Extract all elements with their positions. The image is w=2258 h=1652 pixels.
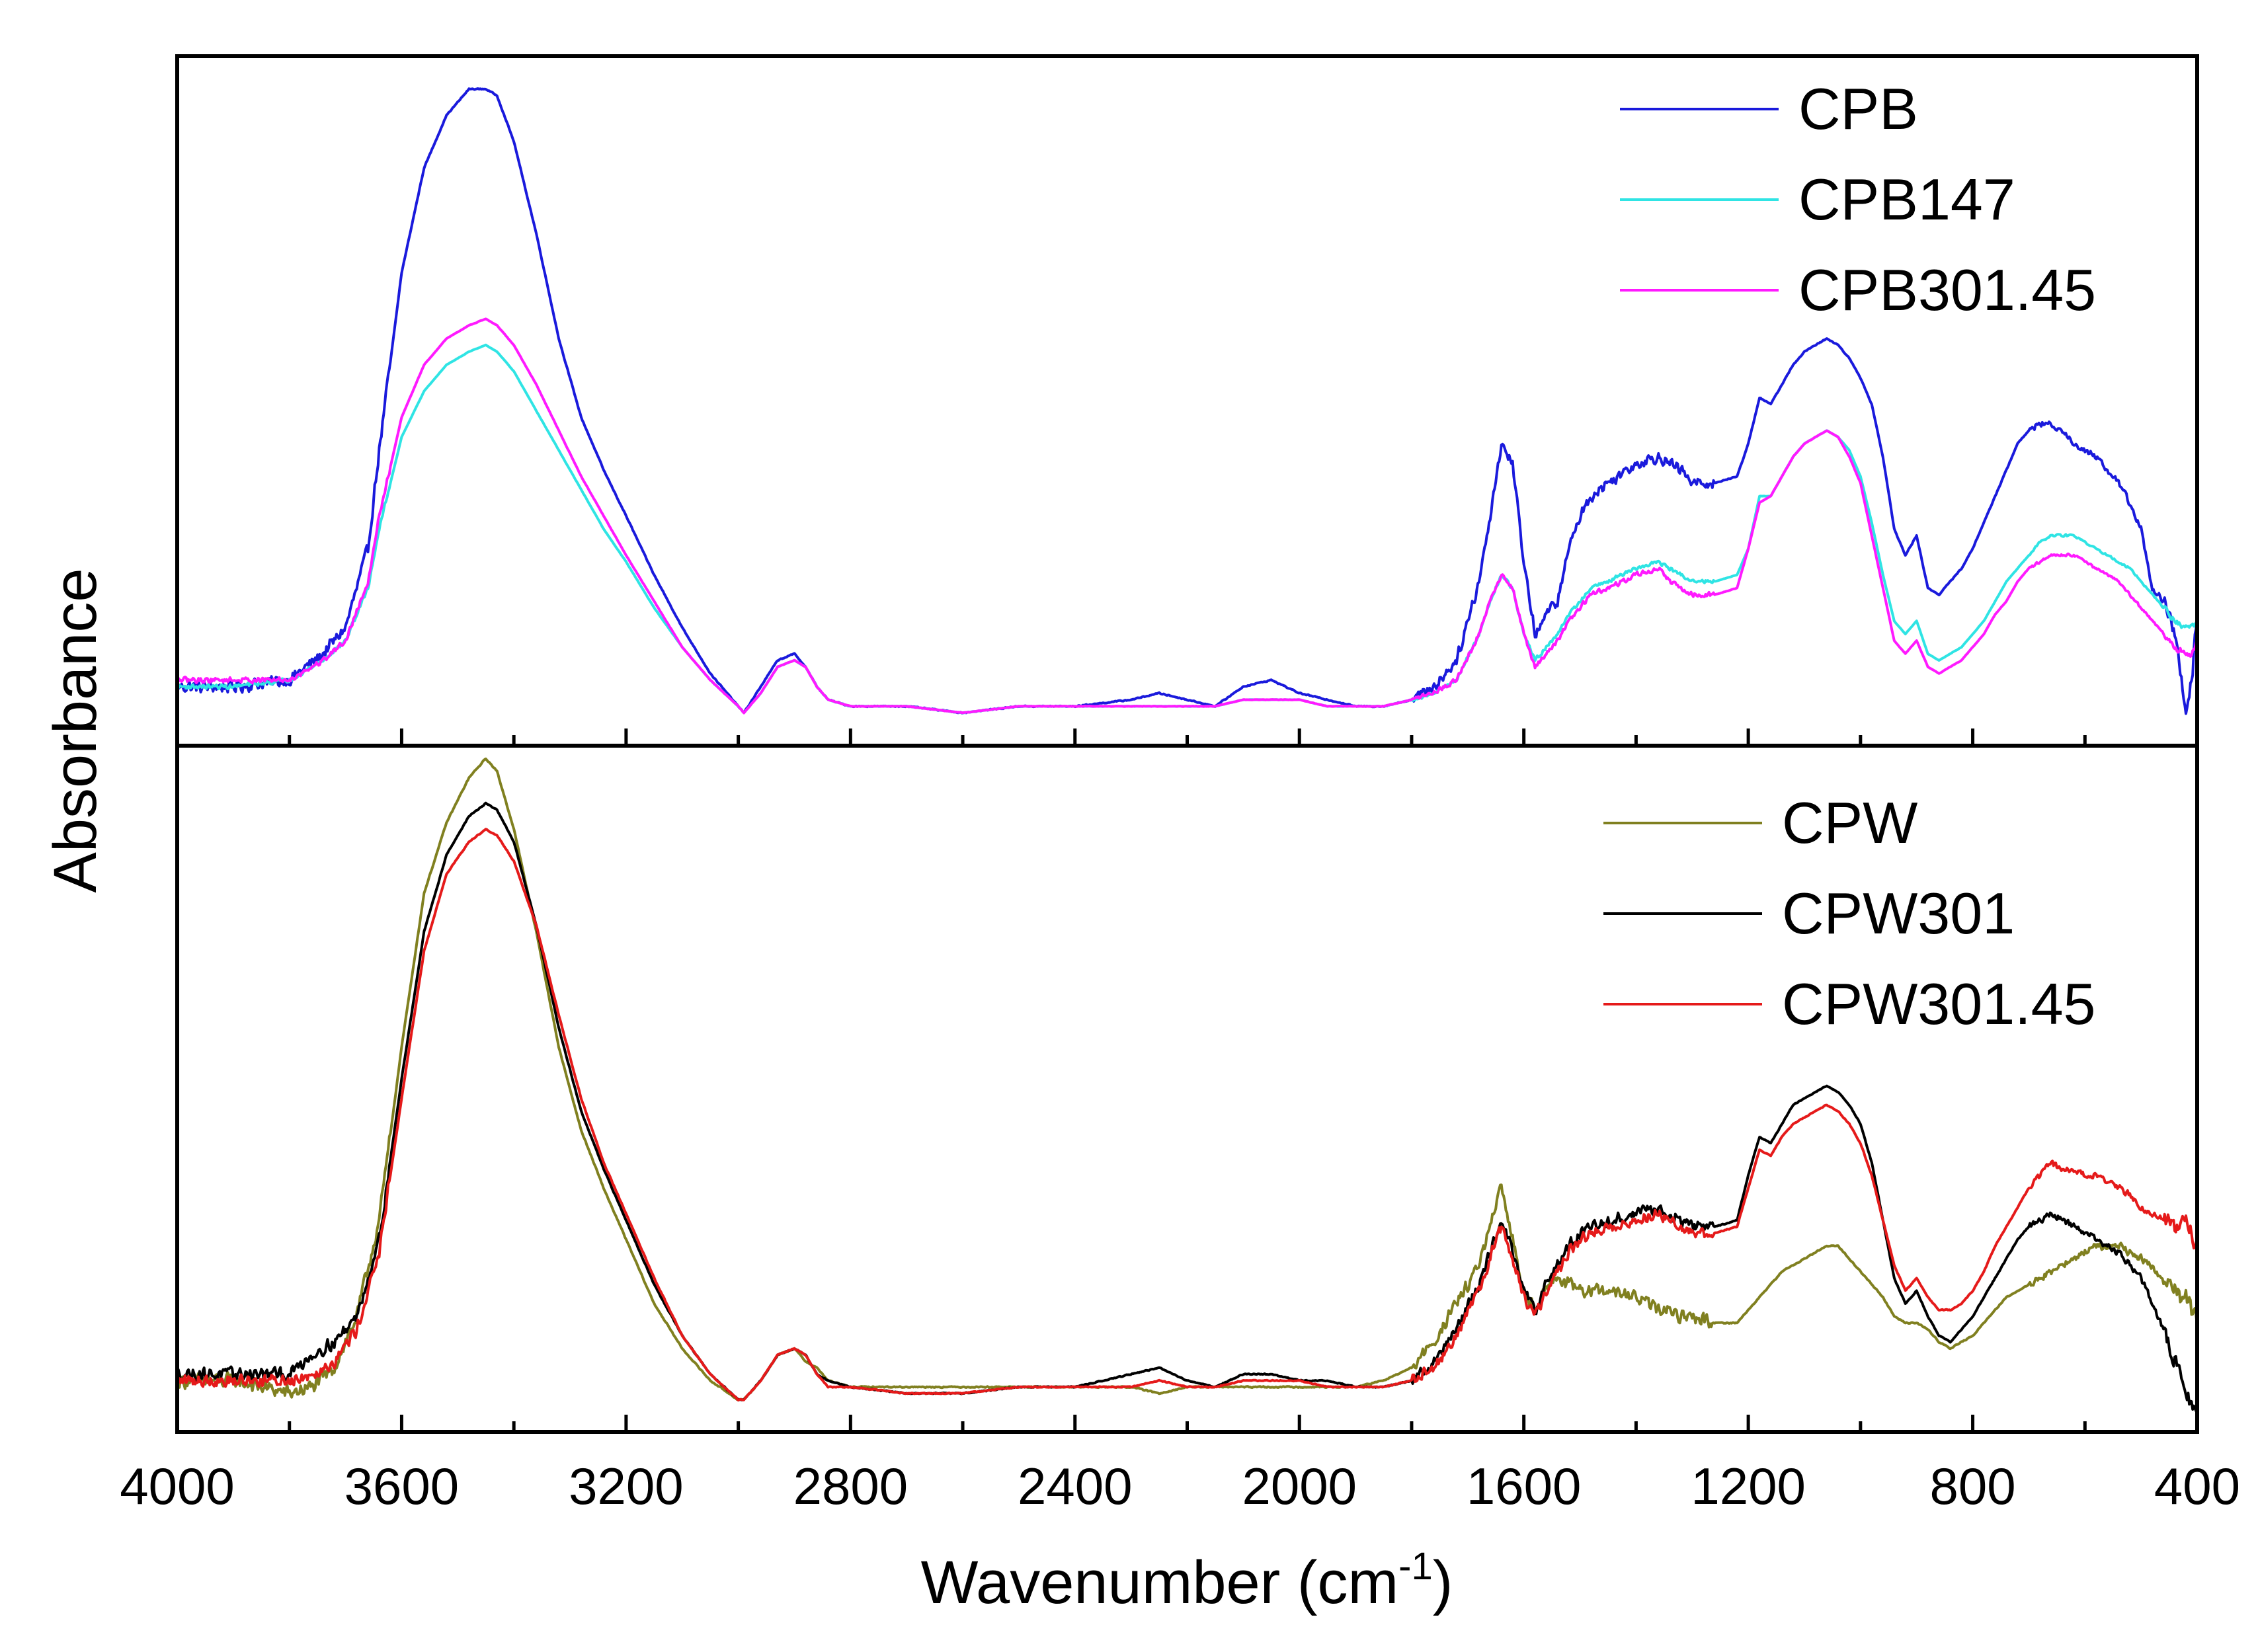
legend-label-cpw: CPW <box>1782 790 1917 855</box>
x-tick-label-2000: 2000 <box>1242 1457 1357 1515</box>
x-axis-tick-labels: 4000 3600 3200 2800 2400 2000 1600 1200 800 400 <box>120 1457 2240 1515</box>
x-tick-label-2400: 2400 <box>1018 1457 1133 1515</box>
series-line-cpb <box>176 87 2198 715</box>
bottom-legend: CPW CPW301 CPW301.45 <box>1603 790 2095 1037</box>
x-tick-label-800: 800 <box>1929 1457 2015 1515</box>
x-axis-ticks <box>175 728 2199 1432</box>
series-line-cpb301-45 <box>176 317 2198 715</box>
top-panel: CPB CPB147 CPB301.45 <box>175 54 2199 748</box>
legend-label-cpb147: CPB147 <box>1798 167 2015 232</box>
x-tick-label-4000: 4000 <box>120 1457 235 1515</box>
x-tick-label-400: 400 <box>2154 1457 2240 1515</box>
top-plot-area <box>176 87 2198 715</box>
series-line-cpw301-45 <box>177 828 2198 1402</box>
legend-label-cpw301: CPW301 <box>1782 881 2015 946</box>
x-tick-label-1200: 1200 <box>1691 1457 1806 1515</box>
x-tick-label-3200: 3200 <box>569 1457 684 1515</box>
x-axis-label-superscript: -1 <box>1398 1545 1433 1588</box>
y-axis-label: Absorbance <box>42 569 109 893</box>
series-line-cpw301 <box>176 801 2198 1413</box>
legend-label-cpb: CPB <box>1798 76 1918 141</box>
x-axis-label-tail: ) <box>1433 1549 1453 1616</box>
bottom-plot-area <box>176 757 2198 1413</box>
x-tick-label-2800: 2800 <box>793 1457 908 1515</box>
x-tick-label-3600: 3600 <box>344 1457 460 1515</box>
top-legend: CPB CPB147 CPB301.45 <box>1620 76 2096 323</box>
legend-label-cpw301-45: CPW301.45 <box>1782 971 2095 1037</box>
legend-label-cpb301-45: CPB301.45 <box>1798 257 2096 323</box>
x-axis-label: Wavenumber (cm-1) <box>921 1545 1453 1616</box>
x-tick-label-1600: 1600 <box>1467 1457 1582 1515</box>
